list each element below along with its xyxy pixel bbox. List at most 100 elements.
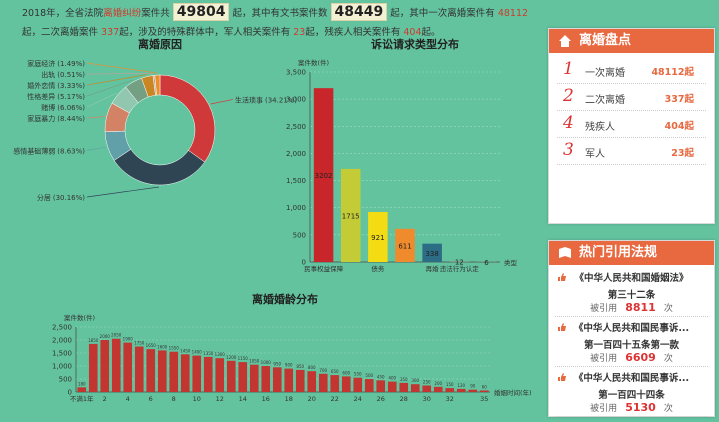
x-tick-label: 30 (423, 395, 431, 403)
value-label: 250 (423, 380, 431, 385)
chart-title: 离婚原因 (138, 37, 182, 51)
cited-label: 被引用 (590, 304, 618, 314)
pie-label: 性格差异 (5.17%) (27, 92, 85, 101)
cited-label: 被引用 (590, 404, 618, 414)
cited-count: 6609 (625, 351, 656, 364)
header-text: 案件共 (141, 8, 170, 19)
pie-label-value: (5.17%) (57, 93, 85, 101)
pie-label-value: (6.06%) (57, 104, 85, 112)
pie-slice (154, 74, 161, 96)
y-tick-label: 1,000 (52, 363, 72, 371)
y-tick-label: 500 (293, 231, 306, 239)
pie-label-name: 分居 (37, 193, 51, 202)
bar (157, 350, 167, 392)
bar (100, 340, 110, 392)
law-name: 《中华人民共和国民事诉... (573, 323, 690, 334)
x-tick-label: 4 (126, 395, 130, 403)
x-tick-label: 再婚 (426, 264, 440, 273)
x-tick-label: 6 (149, 395, 153, 403)
y-tick-label: 0 (68, 389, 72, 397)
bar (433, 386, 443, 392)
pie-label-value: (8.44%) (57, 115, 85, 123)
value-label: 450 (377, 374, 385, 379)
header-text: 起，其中一次离婚案件有 (390, 8, 495, 19)
value-label: 950 (273, 361, 281, 366)
leader-line (86, 73, 154, 75)
header-text: 起，涉及的特殊群体中，军人相关案件有 (119, 27, 291, 38)
bar (330, 375, 340, 392)
value-label: 3202 (315, 172, 333, 180)
leader-line (86, 92, 117, 108)
value-label: 611 (398, 242, 411, 250)
value-label: 1650 (146, 343, 157, 348)
pie-label-name: 家庭经济 (27, 59, 55, 68)
bar (353, 377, 363, 392)
y-tick-label: 2,000 (286, 150, 306, 158)
pie-label: 生活琐事 (34.21%) (235, 95, 297, 104)
pie-label-value: (30.16%) (53, 194, 85, 202)
header-text: 起，二次离婚案件 (22, 27, 99, 38)
pie-label: 婚外恋情 (3.33%) (27, 81, 85, 90)
y-tick-label: 3,500 (286, 69, 306, 77)
law-item: 《中华人民共和国民事诉... 第一百四十五条第一款 被引用 6609 次 (555, 317, 708, 367)
law-item: 《中华人民共和国民事诉... 第一百四十四条 被引用 5130 次 (555, 367, 708, 417)
x-tick-label: 债务 (371, 264, 385, 273)
pie-label-value: (34.21%) (265, 96, 297, 104)
y-axis-label: 案件数(件) (298, 58, 329, 67)
header-number: 337 (101, 27, 120, 38)
header-number: 48112 (497, 8, 529, 19)
value-label: 1150 (238, 356, 249, 361)
laws-card: 热门引用法规 《中华人民共和国婚姻法》 第三十二条 被引用 8811 次《中华人民共和国… (548, 240, 715, 417)
row-label: 二次离婚 (585, 95, 625, 106)
bar (313, 88, 334, 262)
bar (468, 389, 478, 392)
value-label: 1300 (215, 352, 226, 357)
pie-label-name: 性格差异 (27, 92, 55, 101)
bar (272, 367, 282, 392)
y-tick-label: 2,500 (52, 324, 72, 332)
x-tick-label: 24 (354, 395, 362, 403)
bar (192, 355, 202, 392)
icon (558, 373, 566, 381)
bar (284, 368, 294, 392)
rank: 2 (563, 86, 574, 106)
chart-title: 离婚婚龄分布 (252, 292, 318, 306)
x-tick-label: 违法行为认定 (440, 264, 480, 273)
x-tick-label: 8 (172, 395, 176, 403)
x-tick-label: 不满1年 (70, 394, 94, 403)
summary-row: 1 一次离婚 48112起 (557, 57, 706, 84)
x-tick-label: 14 (239, 395, 247, 403)
pie-label-name: 出轨 (41, 70, 55, 79)
bar (261, 366, 271, 392)
header-text: 起，其中有文书案件数 (232, 8, 328, 19)
value-label: 120 (457, 383, 465, 388)
card-title: 热门引用法规 (579, 245, 658, 260)
value-label: 1850 (88, 338, 99, 343)
y-tick-label: 2,000 (52, 337, 72, 345)
value-label: 1350 (203, 351, 214, 356)
bar (249, 364, 259, 392)
cited-count: 5130 (625, 401, 656, 414)
leader-line (210, 99, 234, 105)
row-value: 23起 (671, 148, 694, 159)
bar (387, 381, 397, 392)
bar (368, 212, 388, 262)
bar (340, 168, 361, 262)
leader-line (86, 62, 158, 74)
icon (558, 323, 566, 331)
y-tick-label: 1,000 (286, 204, 306, 212)
rank: 3 (563, 140, 574, 160)
cited-unit: 次 (663, 304, 673, 314)
value-label: 2000 (100, 334, 111, 339)
value-label: 1550 (169, 346, 180, 351)
value-label: 800 (308, 365, 316, 370)
pie-label-name: 赌博 (41, 103, 55, 112)
value-label: 550 (354, 372, 362, 377)
pie-label-name: 生活琐事 (235, 95, 263, 104)
bar (146, 349, 156, 392)
icon (558, 273, 566, 281)
x-tick-label: 28 (400, 395, 408, 403)
x-tick-label: 22 (331, 395, 339, 403)
value-label: 180 (78, 381, 86, 386)
value-label: 300 (411, 378, 419, 383)
